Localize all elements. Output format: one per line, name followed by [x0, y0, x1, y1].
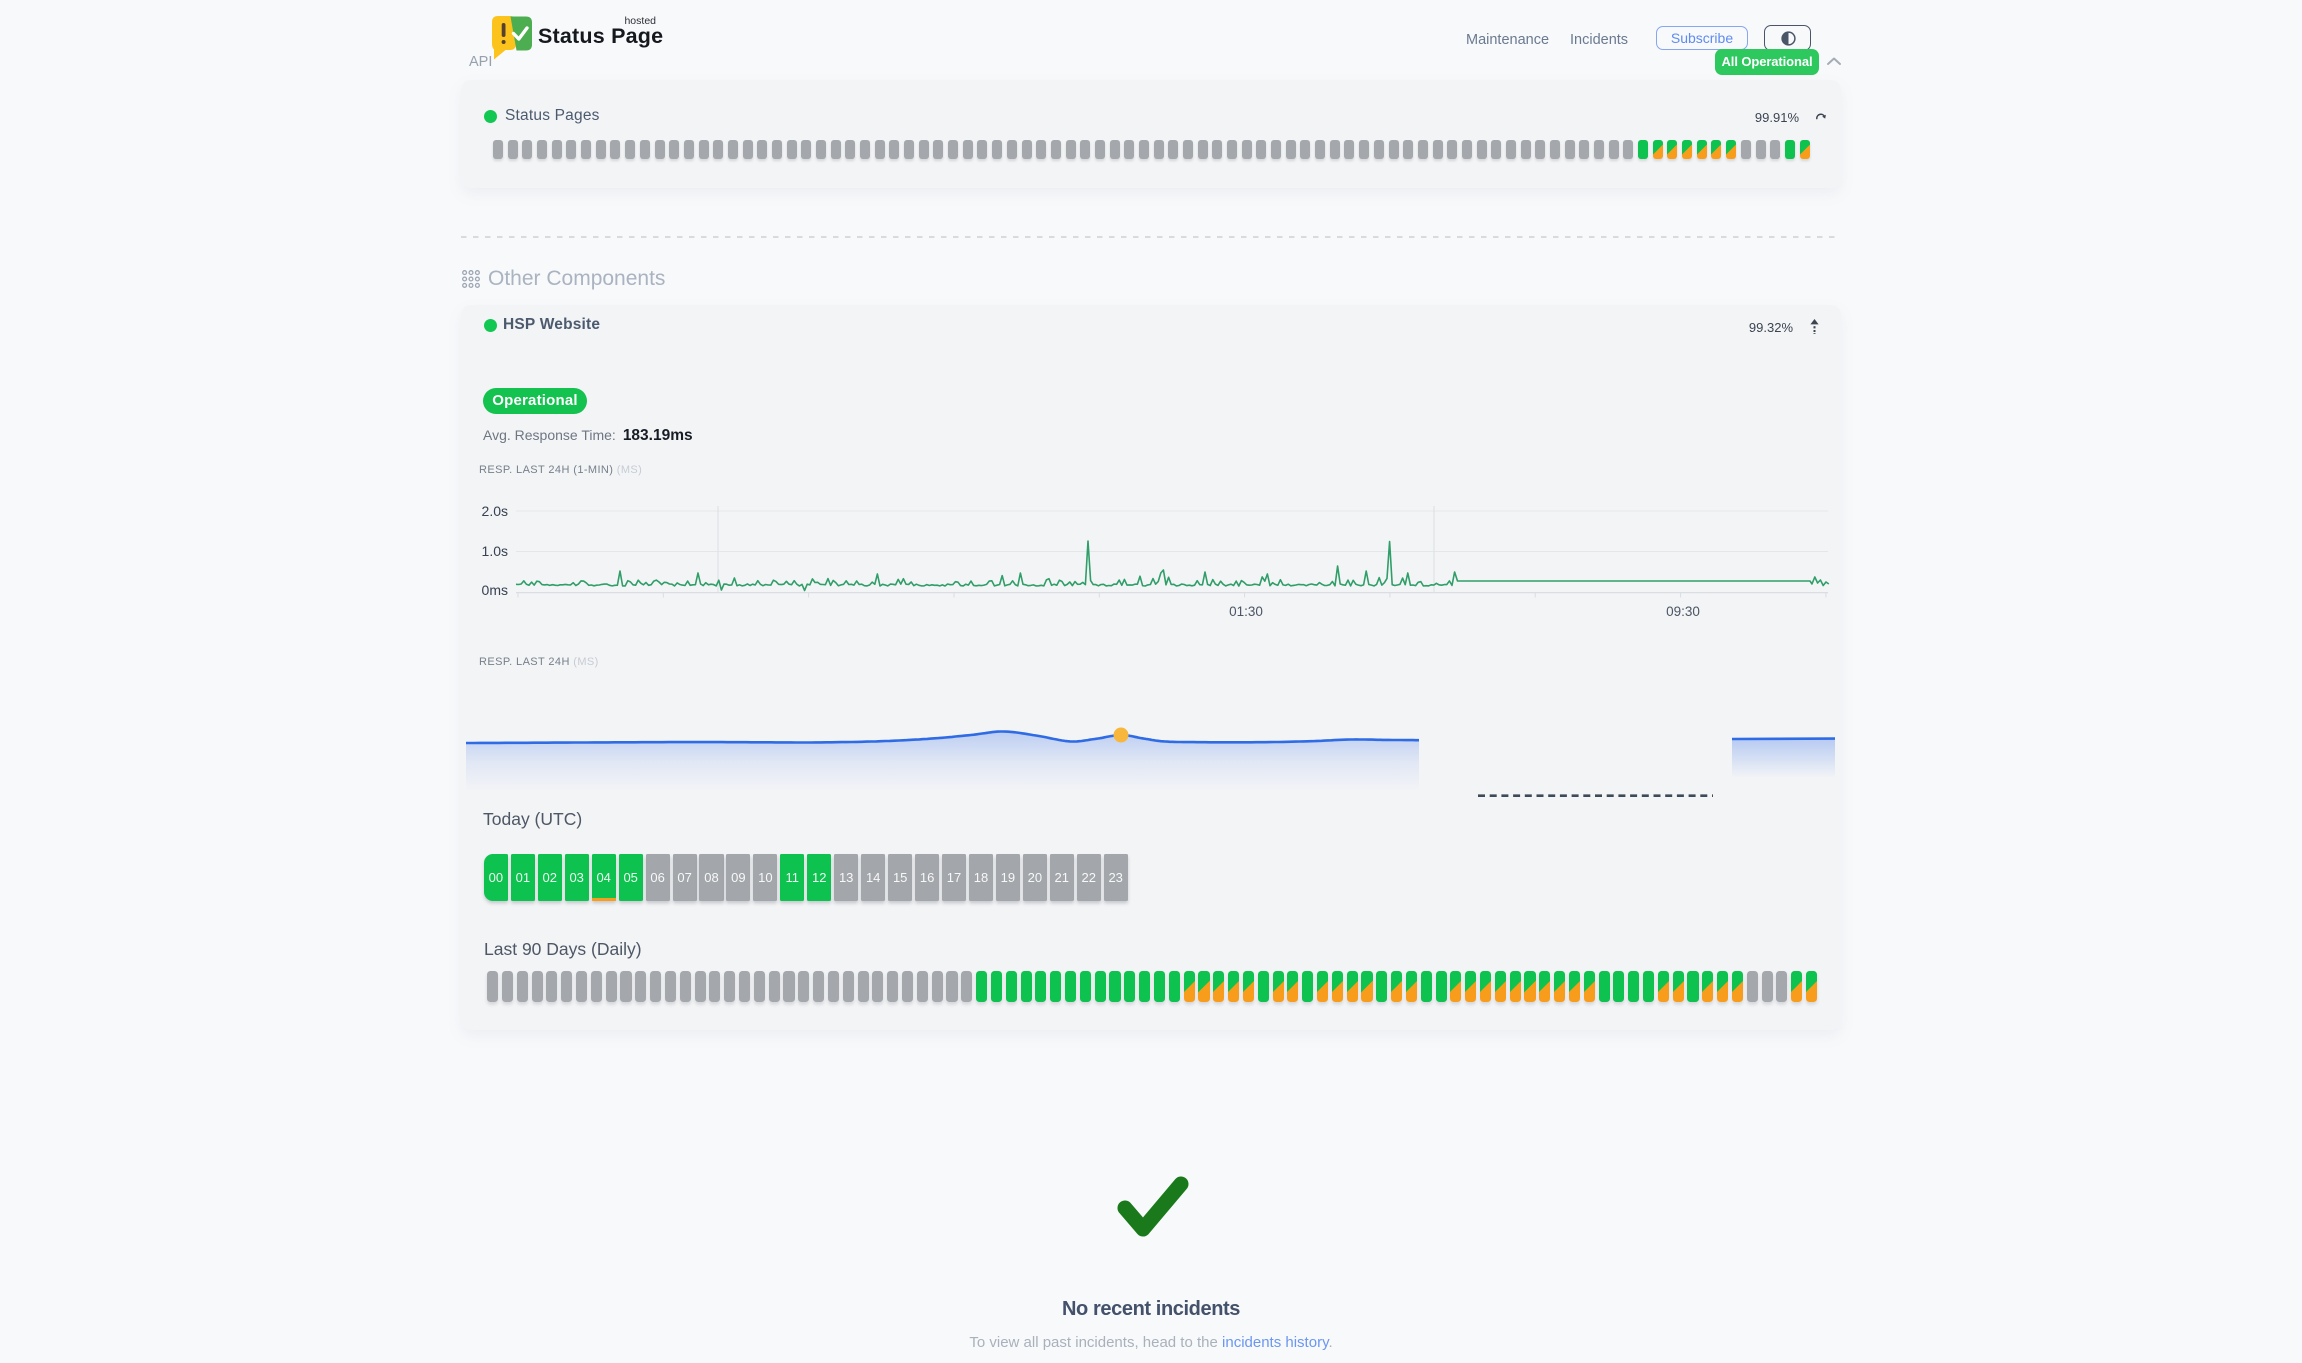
- svg-text:1.0s: 1.0s: [482, 543, 508, 559]
- svg-text:2.0s: 2.0s: [482, 503, 508, 519]
- svg-text:09:30: 09:30: [1666, 604, 1700, 619]
- svg-text:0ms: 0ms: [482, 582, 508, 598]
- svg-text:01:30: 01:30: [1229, 604, 1263, 619]
